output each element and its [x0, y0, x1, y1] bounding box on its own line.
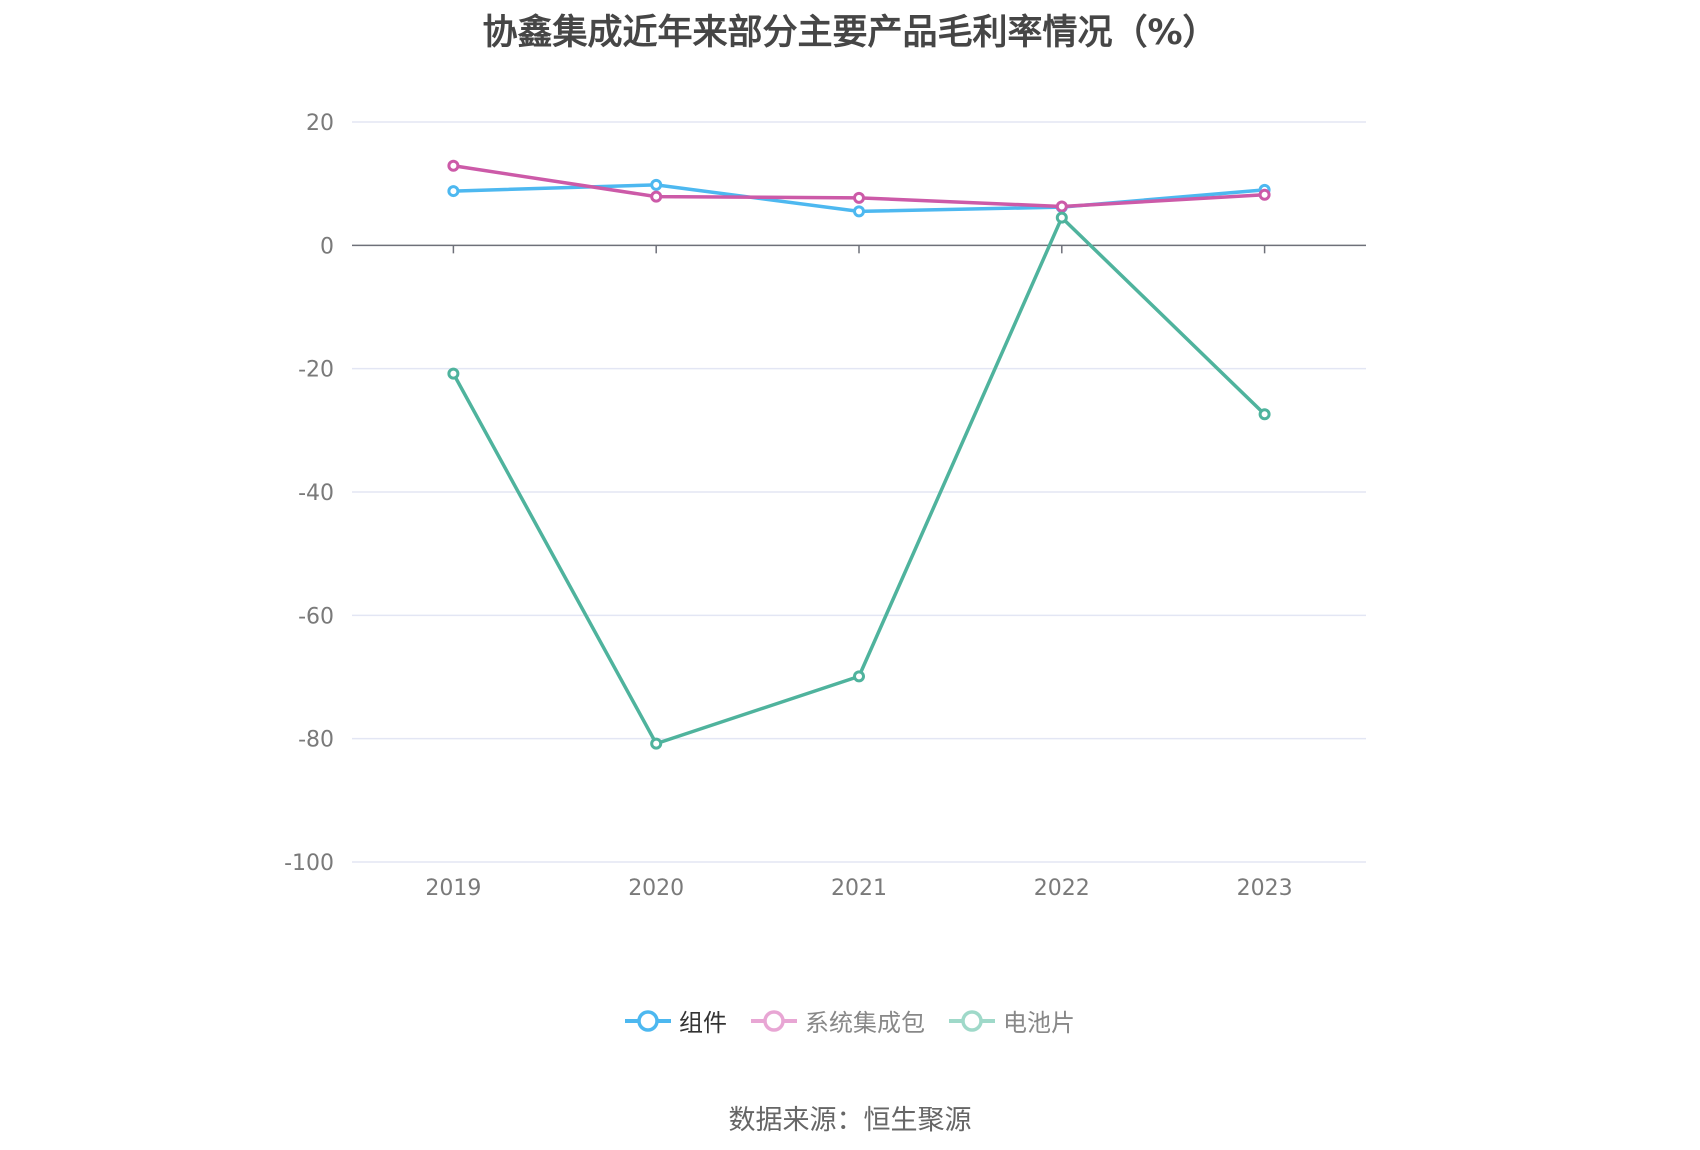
legend-label: 系统集成包	[805, 1009, 925, 1037]
grid-layer	[352, 121, 1366, 863]
line-chart: 20 0 -20 -40 -60 -80 -100 2019 2020 2021 2022 2023	[284, 111, 1366, 901]
legend-marker-circle	[961, 1009, 983, 1032]
data-point[interactable]	[853, 670, 865, 683]
x-tick-label: 2023	[1237, 876, 1293, 901]
legend-item-zujian[interactable]: 组件	[625, 1003, 727, 1038]
legend-marker-icon	[625, 1009, 671, 1032]
x-tick-label: 2021	[831, 876, 887, 901]
legend-marker-icon	[949, 1009, 995, 1032]
data-point[interactable]	[650, 190, 663, 203]
y-tick-label: -80	[298, 728, 334, 753]
series-2	[447, 211, 1271, 750]
x-tick-label: 2022	[1034, 876, 1090, 901]
y-tick-label: 20	[306, 111, 334, 136]
data-point[interactable]	[1055, 211, 1068, 224]
series-layer	[447, 159, 1271, 750]
y-tick-label: -60	[298, 604, 334, 629]
legend-marker-circle	[637, 1009, 659, 1032]
y-tick-label: -40	[298, 481, 334, 506]
source-note: 数据来源：恒生聚源	[728, 1105, 972, 1136]
series-1	[447, 159, 1271, 213]
data-point[interactable]	[1258, 408, 1271, 421]
data-point[interactable]	[853, 191, 865, 204]
data-point[interactable]	[853, 205, 865, 218]
x-tick-label: 2020	[628, 876, 684, 901]
data-point[interactable]	[447, 185, 460, 198]
legend-item-dianchi[interactable]: 电池片	[949, 1003, 1075, 1038]
legend-marker-icon	[751, 1009, 797, 1032]
legend: 组件 系统集成包 电池片	[0, 1003, 1700, 1038]
y-tick-label: 0	[320, 234, 334, 259]
data-point[interactable]	[650, 178, 663, 191]
x-tick-label: 2019	[425, 876, 481, 901]
data-point[interactable]	[1258, 188, 1271, 201]
legend-marker-circle	[763, 1009, 785, 1032]
axis-layer: 20 0 -20 -40 -60 -80 -100 2019 2020 2021 2022 2023	[284, 111, 1366, 901]
legend-label: 电池片	[1003, 1009, 1075, 1037]
series-line	[451, 215, 1266, 746]
legend-item-xitong[interactable]: 系统集成包	[751, 1003, 925, 1038]
data-point[interactable]	[447, 367, 460, 380]
data-point[interactable]	[447, 159, 460, 172]
data-point[interactable]	[1055, 200, 1068, 213]
y-tick-label: -20	[298, 358, 334, 383]
data-point[interactable]	[650, 737, 663, 750]
chart-title: 协鑫集成近年来部分主要产品毛利率情况（%）	[482, 13, 1218, 53]
y-tick-label: -100	[284, 851, 334, 876]
legend-label: 组件	[679, 1009, 727, 1037]
